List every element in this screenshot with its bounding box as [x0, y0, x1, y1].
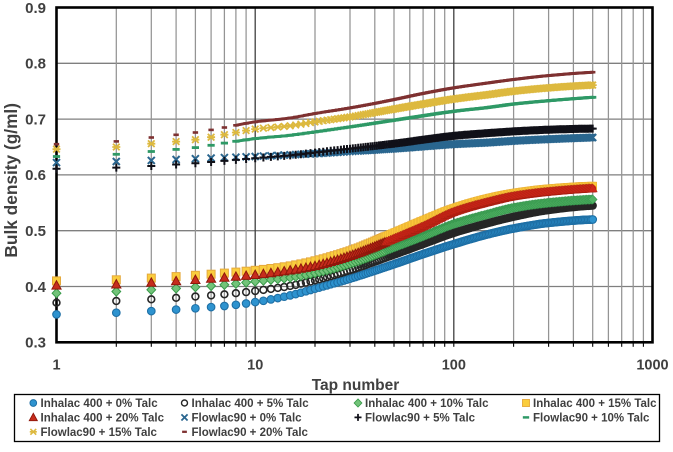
svg-text:0.9: 0.9	[25, 0, 46, 17]
svg-text:0.5: 0.5	[25, 223, 46, 240]
svg-text:Flowlac90 + 20% Talc: Flowlac90 + 20% Talc	[192, 427, 309, 439]
svg-text:Flowlac90 + 15% Talc: Flowlac90 + 15% Talc	[41, 427, 158, 439]
svg-text:100: 100	[442, 357, 466, 373]
svg-text:1000: 1000	[636, 357, 668, 373]
svg-text:Bulk density (g/ml): Bulk density (g/ml)	[1, 103, 21, 258]
svg-text:Inhalac 400 + 20% Talc: Inhalac 400 + 20% Talc	[41, 413, 165, 425]
svg-text:0.3: 0.3	[25, 335, 46, 352]
svg-text:Inhalac 400 + 15% Talc: Inhalac 400 + 15% Talc	[533, 398, 657, 410]
svg-text:1: 1	[52, 357, 60, 373]
svg-text:Inhalac 400 + 5% Talc: Inhalac 400 + 5% Talc	[192, 398, 310, 410]
svg-text:Flowlac90 + 5% Talc: Flowlac90 + 5% Talc	[365, 413, 476, 425]
svg-text:Tap number: Tap number	[312, 377, 400, 394]
svg-text:Flowlac90 + 10% Talc: Flowlac90 + 10% Talc	[533, 413, 650, 425]
svg-text:0.6: 0.6	[25, 167, 46, 184]
svg-text:10: 10	[247, 357, 263, 373]
svg-text:Inhalac 400 + 10% Talc: Inhalac 400 + 10% Talc	[365, 398, 489, 410]
svg-text:Inhalac 400 + 0% Talc: Inhalac 400 + 0% Talc	[41, 398, 159, 410]
svg-text:0.7: 0.7	[25, 111, 46, 128]
svg-text:0.8: 0.8	[25, 56, 46, 73]
svg-text:0.4: 0.4	[25, 279, 47, 296]
svg-text:Flowlac90 + 0% Talc: Flowlac90 + 0% Talc	[192, 413, 303, 425]
